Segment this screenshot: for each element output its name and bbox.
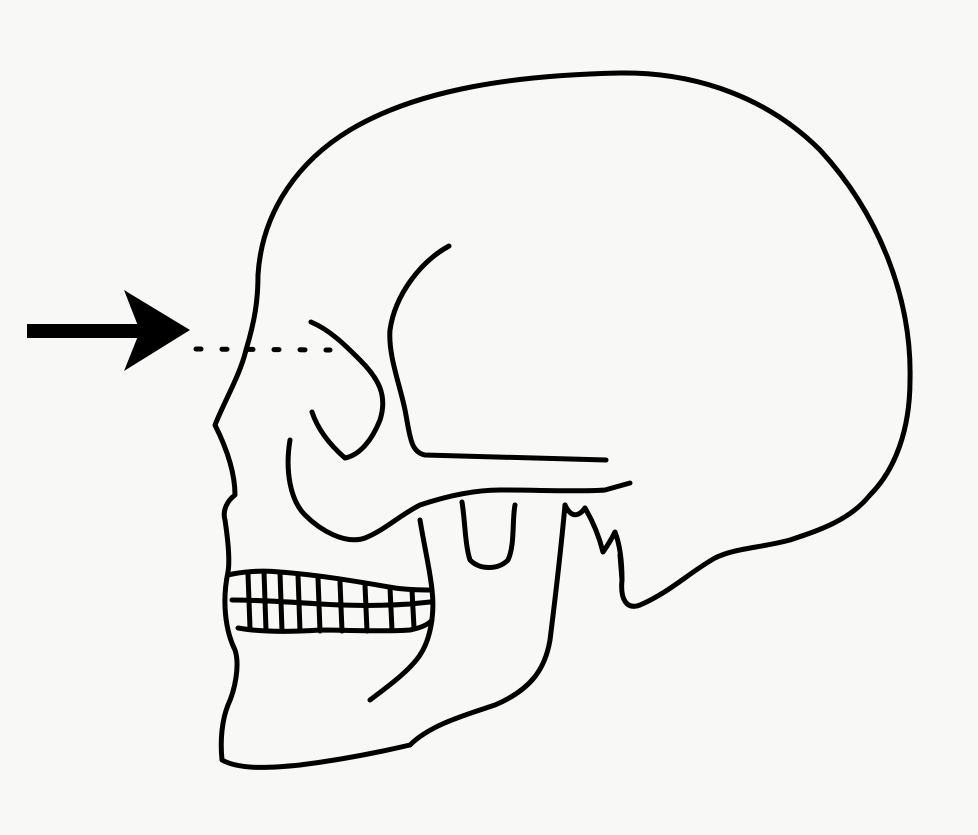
- temporal-line: [387, 243, 609, 463]
- upper-teeth-row: [225, 568, 435, 593]
- tooth-divider: [337, 579, 345, 634]
- nasal-profile: [212, 347, 249, 575]
- bite-line: [229, 597, 433, 608]
- tooth-divider: [261, 569, 269, 633]
- eye-orbit: [308, 319, 386, 461]
- coronoid-process: [459, 499, 518, 570]
- tooth-divider: [277, 570, 285, 634]
- teeth: [225, 568, 435, 634]
- dotted-reference-line: [193, 346, 333, 353]
- tooth-divider: [315, 575, 323, 634]
- tooth-divider: [245, 571, 253, 631]
- mandible-outline: [218, 502, 568, 770]
- zygomatic-arch: [285, 437, 633, 543]
- ramus-line: [367, 517, 436, 703]
- styloid-process: [562, 502, 588, 518]
- cranium-outline: [243, 70, 913, 609]
- tooth-divider: [387, 585, 395, 633]
- mastoid-process: [582, 505, 625, 583]
- tooth-divider: [409, 587, 417, 631]
- right-arrow-icon: [27, 290, 190, 371]
- tooth-divider: [362, 582, 370, 634]
- arrow-head: [124, 290, 190, 371]
- lower-teeth-row: [235, 617, 435, 634]
- tooth-divider: [295, 572, 303, 634]
